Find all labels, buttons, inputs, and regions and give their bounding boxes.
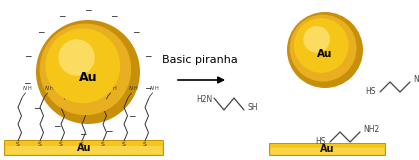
Text: −: − [144, 52, 152, 60]
Text: −: − [132, 28, 139, 37]
Text: −: − [111, 11, 118, 20]
FancyBboxPatch shape [5, 140, 163, 156]
Text: Au: Au [320, 144, 335, 155]
Ellipse shape [287, 12, 363, 88]
Text: N: N [150, 87, 153, 92]
FancyBboxPatch shape [269, 144, 385, 156]
Text: −: − [23, 78, 31, 87]
Text: H2N: H2N [196, 96, 212, 104]
Text: −: − [37, 28, 44, 37]
Text: Au: Au [79, 71, 97, 84]
Ellipse shape [294, 18, 349, 73]
Text: S: S [143, 143, 147, 148]
Text: N: N [65, 87, 70, 92]
FancyBboxPatch shape [271, 148, 384, 154]
Text: S: S [122, 143, 126, 148]
Text: SH: SH [247, 104, 258, 112]
Text: H: H [70, 86, 74, 91]
Text: −: − [84, 5, 92, 15]
Text: S: S [16, 143, 20, 148]
Text: H: H [112, 86, 116, 91]
Text: H: H [155, 86, 158, 91]
Text: S: S [59, 143, 63, 148]
Text: −: − [106, 126, 113, 135]
Text: −: − [24, 52, 32, 60]
Text: Au: Au [320, 144, 335, 155]
Text: Basic piranha: Basic piranha [162, 55, 238, 65]
Ellipse shape [40, 24, 131, 115]
Text: HS: HS [365, 88, 376, 96]
Text: N: N [23, 87, 26, 92]
Text: H: H [28, 86, 31, 91]
Ellipse shape [58, 39, 95, 76]
Text: H: H [91, 86, 95, 91]
Text: Au: Au [77, 143, 91, 153]
Ellipse shape [36, 20, 140, 124]
Ellipse shape [45, 28, 120, 103]
FancyBboxPatch shape [271, 148, 384, 154]
Text: NH2: NH2 [363, 125, 379, 135]
Ellipse shape [303, 26, 330, 53]
Bar [268, 144, 387, 160]
Text: −: − [58, 11, 65, 20]
Text: Au: Au [317, 49, 333, 59]
Ellipse shape [290, 15, 357, 82]
Text: NH2: NH2 [413, 76, 419, 84]
Text: N: N [86, 87, 91, 92]
Text: −: − [53, 121, 61, 130]
FancyBboxPatch shape [6, 146, 162, 154]
Text: S: S [38, 143, 42, 148]
Text: HS: HS [316, 137, 326, 147]
Text: H: H [134, 86, 137, 91]
Text: H: H [49, 86, 53, 91]
Text: −: − [79, 129, 86, 138]
Text: N: N [129, 87, 132, 92]
Text: S: S [101, 143, 105, 148]
Text: N: N [44, 87, 49, 92]
FancyBboxPatch shape [269, 144, 385, 156]
Text: −: − [34, 103, 41, 112]
Text: −: − [144, 84, 152, 92]
Text: S: S [80, 143, 84, 148]
Text: −: − [128, 111, 136, 120]
Text: N: N [107, 87, 111, 92]
